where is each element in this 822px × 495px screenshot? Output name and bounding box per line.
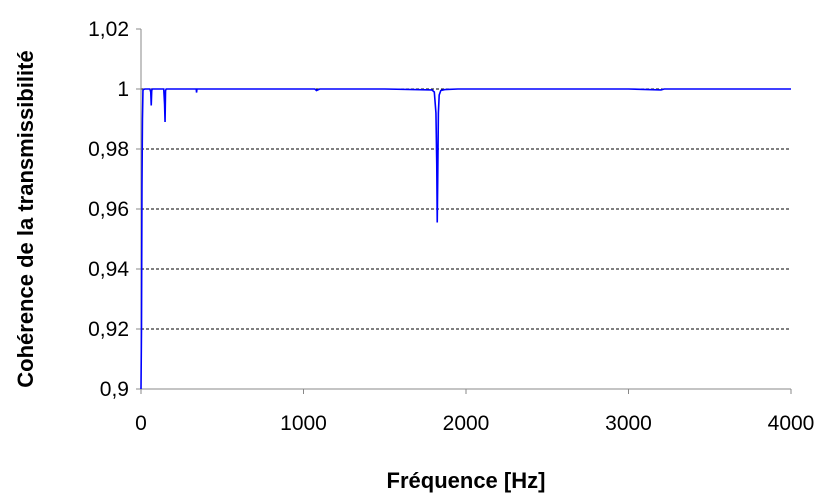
- y-tick-label: 1,02: [88, 18, 129, 41]
- x-tick-label: 2000: [443, 412, 490, 435]
- x-tick-labels: 0 1000 2000 3000 4000: [135, 412, 814, 435]
- y-tick-label: 0,9: [100, 378, 129, 401]
- y-tick-label: 0,96: [88, 198, 129, 221]
- y-tick-label: 0,92: [88, 318, 129, 341]
- x-tick-label: 0: [135, 412, 147, 435]
- y-axis-label: Cohérence de la transmissibilité: [13, 50, 38, 387]
- y-tick-label: 0,98: [88, 138, 129, 161]
- x-axis-label: Fréquence [Hz]: [387, 468, 546, 493]
- series-group: [140, 88, 791, 390]
- y-tick-label: 0,94: [88, 258, 129, 281]
- x-tick-label: 1000: [280, 412, 327, 435]
- x-tick-label: 3000: [605, 412, 652, 435]
- series-line: [140, 88, 791, 390]
- y-tick-labels: 0,9 0,92 0,94 0,96 0,98 1 1,02: [88, 18, 129, 401]
- y-tick-label: 1: [117, 78, 129, 101]
- x-tick-label: 4000: [768, 412, 815, 435]
